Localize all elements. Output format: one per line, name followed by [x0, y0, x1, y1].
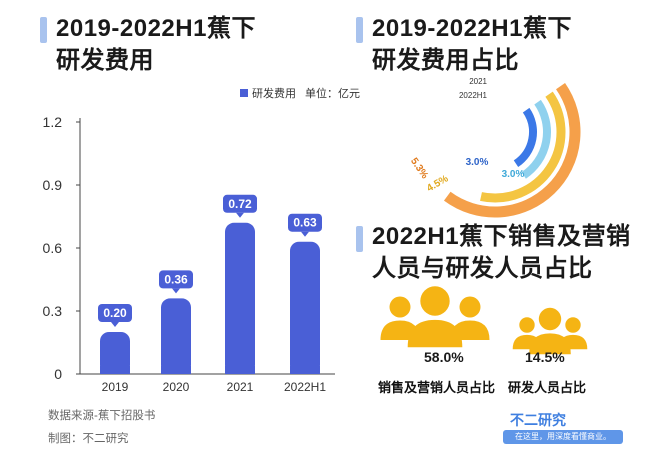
left-title-accent [40, 17, 47, 43]
legend-swatch [240, 89, 248, 97]
bar [225, 222, 255, 374]
y-tick-label: 0.9 [43, 177, 63, 193]
right-title-accent [356, 17, 363, 43]
radial-category-label: 2022H1 [459, 91, 488, 100]
bar [161, 298, 191, 374]
source-text: 数据来源-蕉下招股书 [48, 410, 156, 422]
legend-label: 研发费用 [252, 88, 296, 100]
data-label-pointer [172, 288, 180, 294]
brand-slogan: 在这里，用深度看懂商业。 [503, 430, 623, 444]
data-label-pointer [236, 212, 244, 218]
radial-data-label: 3.0% [502, 169, 525, 180]
radial-ring-2020 [480, 91, 566, 203]
bottom-chart-title-line1: 2022H1蕉下销售及营销 [372, 223, 631, 250]
person-icon [558, 317, 588, 350]
brand-name: 不二研究 [510, 412, 566, 428]
bar-base [161, 366, 191, 374]
data-label: 0.20 [103, 306, 127, 320]
bottom-chart-title-line2: 人员与研发人员占比 [372, 255, 593, 282]
y-tick-label: 0.3 [43, 303, 63, 319]
radial-data-label: 5.3% [408, 156, 430, 181]
made-by-text: 制图：不二研究 [48, 433, 129, 445]
unit-label: 单位：亿元 [305, 88, 360, 100]
x-tick-label: 2021 [227, 380, 254, 394]
data-label-box [223, 194, 257, 213]
radial-data-label: 4.5% [425, 173, 450, 194]
x-tick-label: 2022H1 [284, 380, 326, 394]
label-sales: 销售及营销人员占比 [378, 380, 496, 395]
bar-base [225, 366, 255, 374]
bar [290, 241, 320, 374]
radial-category-label: 2021 [469, 77, 487, 86]
data-label-pointer [301, 231, 309, 237]
bar [100, 332, 130, 374]
radial-data-label: 3.0% [466, 157, 489, 168]
radial-ring-2022H1 [513, 107, 537, 168]
bottom-title-accent [356, 226, 363, 252]
person-icon [529, 307, 571, 355]
radial-ring-2021 [521, 99, 551, 179]
data-label-pointer [111, 322, 119, 327]
radial-chart: 2019202020212022H15.3%4.5%3.0%3.0% [408, 70, 581, 218]
data-label: 0.72 [228, 197, 252, 211]
left-chart-title-line2: 研发费用 [56, 47, 154, 74]
data-label: 0.63 [293, 216, 317, 230]
radial-ring-2019 [443, 82, 581, 218]
radial-category-label: 2020 [469, 70, 487, 72]
person-icon [450, 296, 490, 340]
bar-chart: 0 0.3 0.6 0.9 1.2 0.20 2019 0.36 2020 0.72 2021 0.6… [43, 114, 335, 394]
bar-base [290, 366, 320, 374]
left-chart-title-line1: 2019-2022H1蕉下 [56, 15, 256, 42]
right-chart-title-line1: 2019-2022H1蕉下 [372, 15, 572, 42]
person-icon [407, 286, 463, 348]
y-tick-label: 0.6 [43, 240, 63, 256]
y-tick-label: 1.2 [43, 114, 63, 130]
x-tick-label: 2020 [163, 380, 190, 394]
label-rnd: 研发人员占比 [508, 380, 587, 395]
data-label-box [98, 304, 132, 322]
data-label-box [288, 213, 322, 232]
data-label: 0.36 [164, 272, 188, 286]
bar-base [100, 366, 130, 374]
x-tick-label: 2019 [102, 380, 129, 394]
data-label-box [159, 270, 193, 289]
right-chart-title-line2: 研发费用占比 [372, 47, 519, 74]
pct-rnd: 14.5% [525, 349, 565, 365]
pct-sales: 58.0% [424, 349, 464, 365]
y-tick-label: 0 [54, 366, 62, 382]
people-chart [380, 286, 588, 355]
